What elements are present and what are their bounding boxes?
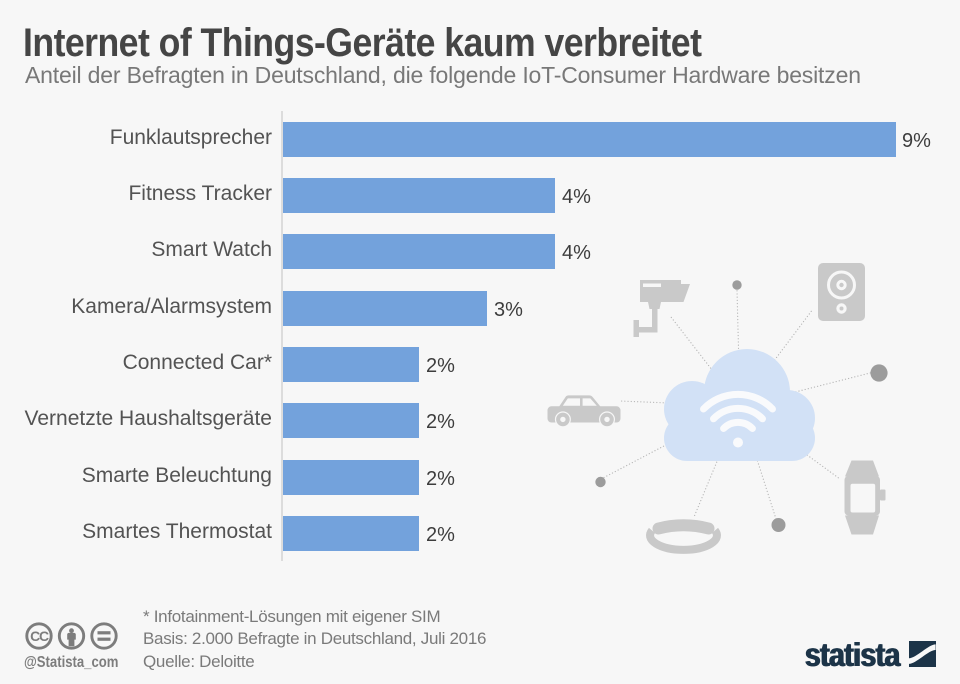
svg-text:CC: CC	[30, 628, 49, 644]
